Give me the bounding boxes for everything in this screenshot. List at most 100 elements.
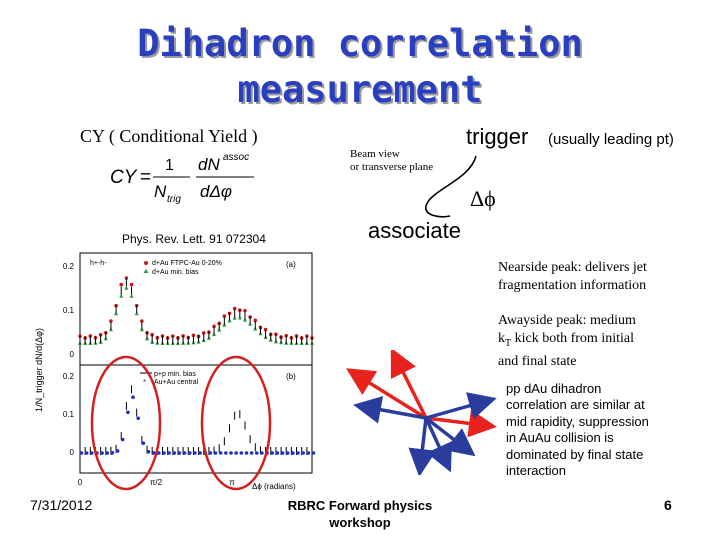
formula-dphi: dΔφ [200, 182, 232, 201]
dau-central-point [305, 334, 309, 338]
bottom-ytick: 0.2 [63, 372, 75, 381]
legend-marker-dau-minbias [143, 269, 149, 273]
auau-point [254, 451, 259, 455]
legend-auau: Au+Au central [154, 379, 199, 386]
auau-point [229, 451, 233, 455]
xtick: 0 [78, 478, 83, 487]
dau-central-point [284, 333, 289, 338]
bottom-ytick: 0 [70, 448, 75, 457]
bottom-panel-label: (b) [286, 372, 296, 381]
auau-point [177, 451, 182, 455]
formula-assoc-sup: assoc [223, 152, 249, 163]
associate-arrow-left [353, 395, 427, 424]
auau-point [131, 395, 135, 400]
dau-minbias-point [242, 317, 247, 322]
summary-line: in AuAu collision is [506, 430, 614, 446]
dau-central-point [88, 334, 93, 338]
summary-line: correlation are similar at [506, 397, 645, 413]
dau-central-point [232, 306, 237, 311]
near-side-associate-arrow [390, 350, 428, 419]
auau-point [291, 451, 295, 455]
delta-phi-arc [425, 155, 477, 218]
auau-point [157, 451, 161, 455]
summary-line: interaction [506, 463, 566, 479]
dau-central-point [253, 318, 258, 323]
beam-view-line1: Beam view [350, 148, 400, 160]
auau-point [306, 451, 311, 455]
dau-minbias-point [237, 315, 242, 320]
auau-point [198, 451, 202, 455]
awayside-peak-highlight [200, 355, 272, 491]
dau-central-point [294, 334, 299, 338]
awayside-kt-k: k [498, 331, 505, 346]
auau-point [218, 451, 223, 455]
auau-point [141, 441, 146, 445]
footer-event-line2: workshop [329, 515, 391, 530]
associate-arrow-right [425, 392, 497, 420]
slide-title-line2: measurement [237, 68, 483, 111]
nearside-line2: fragmentation information [498, 278, 647, 293]
slide-title-line1: Dihadron correlation [137, 22, 583, 65]
formula-trig-sub: trig [167, 194, 181, 205]
awayside-line2: kT kick both from initial [498, 330, 636, 353]
auau-point [110, 451, 115, 455]
top-panel-curves [78, 276, 314, 345]
dau-central-point [124, 276, 129, 280]
conditional-yield-formula: CY = 1 N trig dN assoc dΔφ [110, 152, 254, 205]
auau-point [90, 451, 94, 455]
delta-phi-label: Δϕ [470, 186, 496, 211]
awayside-line1: Awayside peak: medium [498, 313, 636, 328]
bottom-panel-frame [79, 364, 313, 474]
xtick: π [229, 478, 235, 487]
dau-central-point [243, 308, 247, 313]
dau-minbias-point [119, 293, 124, 298]
trigger-label: trigger [466, 124, 529, 149]
awayside-peak-text: Awayside peak: medium kT kick both from … [498, 312, 636, 371]
summary-line: pp dAu dihadron [506, 381, 602, 396]
auau-point [84, 451, 89, 455]
legend-hh: h+-h- [90, 260, 107, 267]
summary-line: mid rapidity, suppression [506, 413, 649, 429]
auau-point [182, 451, 187, 455]
dau-central-point [274, 332, 278, 337]
auau-point [115, 449, 120, 453]
legend-marker-dau-central [144, 261, 148, 265]
auau-point [79, 451, 84, 455]
auau-point [275, 451, 280, 455]
dau-central-point [129, 282, 134, 287]
slide-number: 6 [664, 497, 672, 513]
dau-central-point [109, 319, 113, 323]
auau-point [244, 451, 249, 455]
cy-label: CY ( Conditional Yield ) [80, 126, 258, 146]
auau-point [151, 451, 156, 455]
formula-lhs: CY [110, 167, 138, 188]
reference-citation: Phys. Rev. Lett. 91 072304 [122, 232, 266, 246]
auau-point [100, 451, 104, 455]
dau-central-point [78, 334, 82, 338]
dau-central-point [98, 332, 103, 337]
dau-minbias-point [232, 315, 237, 320]
dau-central-point [201, 331, 206, 335]
dau-minbias-point [134, 311, 139, 316]
auau-point [301, 451, 305, 455]
auau-point [162, 451, 166, 455]
footer-event-line1: RBRC Forward physics [287, 498, 433, 513]
awayside-line3: and final state [498, 353, 577, 369]
top-ytick: 0 [70, 350, 75, 359]
legend-dau-minbias: d+Au min. bias [152, 269, 199, 276]
dau-central-point [212, 324, 216, 329]
nearside-peak-highlight [90, 355, 162, 491]
dau-central-point [181, 334, 185, 338]
formula-one: 1 [165, 157, 174, 174]
auau-point [296, 451, 300, 455]
auau-point [126, 410, 130, 415]
auau-point [234, 451, 238, 455]
dau-central-point [222, 314, 227, 318]
associate-arrow-down-right [424, 417, 452, 473]
associate-arrow-lower-right [424, 416, 476, 457]
summary-text: pp dAu dihadron correlation are similar … [506, 381, 649, 479]
dau-minbias-point [124, 285, 129, 290]
dau-central-point [191, 333, 196, 338]
near-side-trigger-arrow [346, 368, 427, 420]
trigger-note: (usually leading pt) [548, 131, 674, 148]
